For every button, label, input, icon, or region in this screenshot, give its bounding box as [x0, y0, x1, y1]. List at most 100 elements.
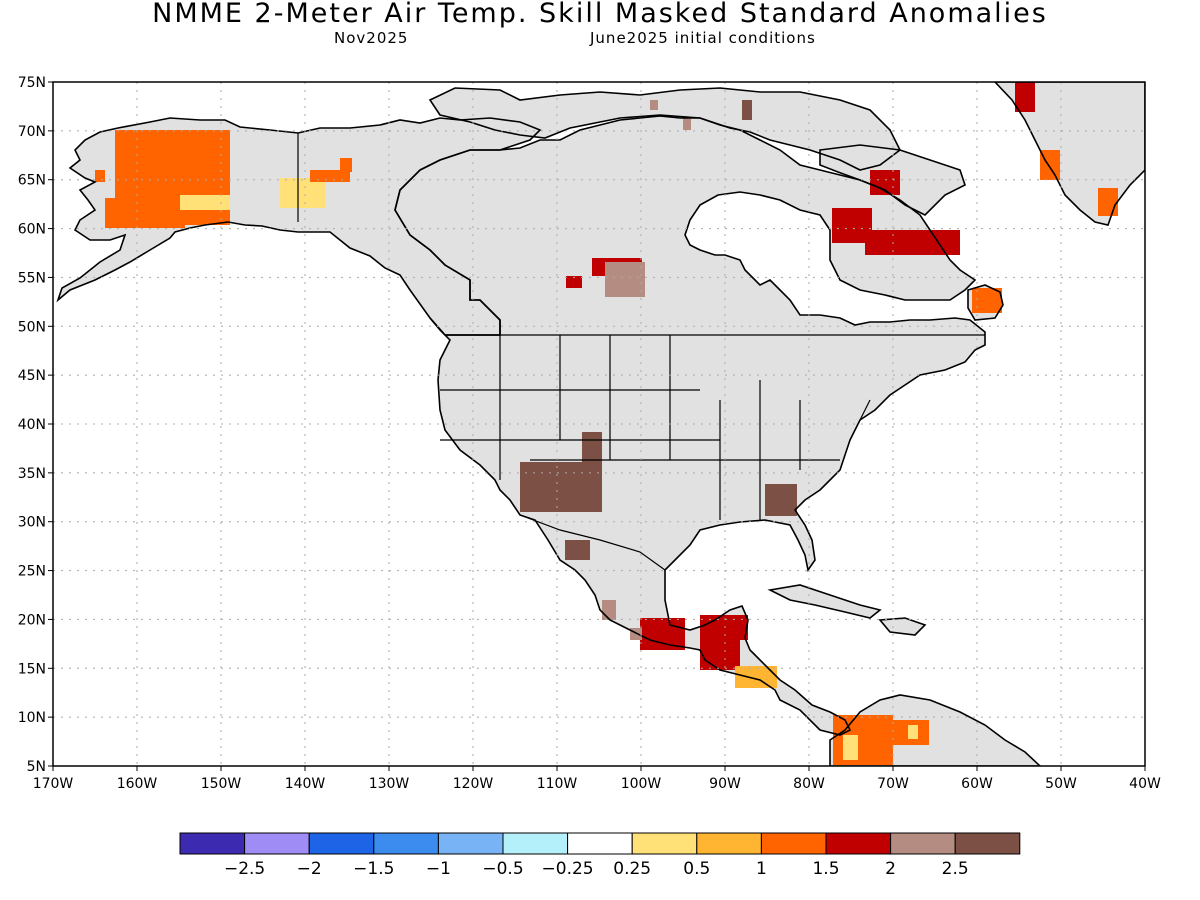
colorbar-swatch	[179, 832, 246, 855]
colorbar-swatch	[502, 832, 569, 855]
lon-tick-label: 170W	[33, 776, 74, 792]
lat-tick-label: 70N	[18, 124, 46, 140]
colorbar-label: −1.5	[353, 859, 394, 879]
lat-tick-label: 15N	[18, 661, 46, 677]
colorbar-label: 1	[756, 859, 767, 879]
lat-tick-label: 20N	[18, 612, 46, 628]
colorbar-label: 2	[885, 859, 896, 879]
anomaly-cell	[683, 118, 691, 130]
lon-tick-label: 150W	[201, 776, 242, 792]
anomaly-cell	[765, 484, 797, 516]
anomaly-cell	[310, 170, 350, 182]
colorbar-label: −0.25	[542, 859, 594, 879]
anomaly-cell	[640, 618, 685, 650]
colorbar-swatch	[954, 832, 1021, 855]
coastline	[56, 117, 542, 336]
colorbar-swatch	[825, 832, 892, 855]
lat-tick-label: 30N	[18, 515, 46, 531]
colorbar-swatch	[696, 832, 762, 855]
coastline	[878, 617, 927, 636]
anomaly-cell	[833, 715, 893, 765]
map-body	[53, 82, 1145, 766]
north-america-land	[395, 116, 985, 735]
map-title: NMME 2-Meter Air Temp. Skill Masked Stan…	[152, 0, 1048, 29]
lon-tick-label: 130W	[369, 776, 410, 792]
colorbar-label: 0.5	[683, 859, 710, 879]
lat-tick-label: 55N	[18, 270, 46, 286]
anomaly-cell	[1015, 82, 1035, 112]
anomaly-cell	[565, 540, 590, 560]
lat-tick-label: 25N	[18, 564, 46, 580]
anomaly-cell	[908, 725, 918, 739]
lat-tick-label: 40N	[18, 417, 46, 433]
cuba-land	[770, 585, 880, 618]
lat-tick-label: 10N	[18, 710, 46, 726]
anomaly-cell	[735, 666, 777, 688]
coastline	[428, 87, 902, 171]
lon-tick-label: 50W	[1045, 776, 1077, 792]
colorbar-swatch	[890, 832, 956, 855]
political-border	[849, 399, 871, 441]
anomaly-cell	[95, 170, 105, 182]
coastline	[993, 82, 1145, 226]
lon-tick-label: 120W	[453, 776, 494, 792]
anomaly-cell	[1098, 188, 1118, 216]
colorbar-swatch	[244, 832, 310, 855]
lon-tick-label: 40W	[1129, 776, 1161, 792]
political-border	[519, 514, 666, 571]
lat-tick-label: 35N	[18, 466, 46, 482]
colorbar-swatch	[373, 832, 439, 855]
anomaly-cell	[728, 615, 748, 640]
anomaly-cell	[865, 230, 960, 255]
colorbar-label: −0.5	[482, 859, 523, 879]
anomaly-cell	[180, 195, 230, 210]
anomaly-cell	[650, 100, 658, 110]
anomaly-cell	[280, 178, 325, 208]
lat-tick-label: 75N	[18, 75, 46, 91]
arctic-islands-land	[430, 88, 900, 170]
anomaly-cell	[630, 628, 642, 640]
lon-tick-label: 80W	[793, 776, 825, 792]
initial-conditions-label: June2025 initial conditions	[590, 29, 816, 47]
colorbar-label: 1.5	[812, 859, 839, 879]
coastline	[829, 694, 1042, 766]
colorbar-swatch	[567, 832, 633, 855]
lon-tick-label: 100W	[621, 776, 662, 792]
coastline	[767, 584, 882, 619]
colorbar: −2.5 −2 −1.5 −1 −0.5 −0.25 0.25 0.5 1 1.5 2 2.5	[179, 832, 1021, 879]
coastline	[394, 115, 986, 736]
anomaly-cell	[602, 600, 616, 620]
anomaly-cell	[520, 462, 602, 512]
coastline	[819, 144, 966, 216]
lat-tick-label: 5N	[27, 759, 46, 775]
lat-tick-label: 50N	[18, 319, 46, 335]
anomaly-cell	[843, 735, 858, 760]
anomaly-cell	[972, 288, 1002, 313]
lon-tick-label: 70W	[877, 776, 909, 792]
colorbar-swatch	[760, 832, 827, 855]
anomaly-cell	[105, 198, 185, 228]
lat-tick-label: 45N	[18, 368, 46, 384]
anomaly-cell	[340, 158, 352, 172]
graticule	[53, 82, 1145, 766]
lon-tick-label: 110W	[537, 776, 578, 792]
lat-tick-label: 60N	[18, 222, 46, 238]
lon-tick-label: 90W	[709, 776, 741, 792]
anomaly-cell	[1040, 150, 1060, 180]
lon-tick-label: 140W	[285, 776, 326, 792]
colorbar-label: 2.5	[942, 859, 969, 879]
lon-tick-label: 160W	[117, 776, 158, 792]
colorbar-label: −2	[297, 859, 322, 879]
colorbar-label: 0.25	[613, 859, 651, 879]
lon-tick-label: 60W	[961, 776, 993, 792]
valid-month-label: Nov2025	[334, 29, 409, 47]
anomaly-cell	[582, 432, 602, 462]
colorbar-swatch	[631, 832, 698, 855]
anomaly-cell	[566, 276, 582, 288]
coastlines-and-borders	[56, 82, 1145, 766]
anomaly-cell	[742, 100, 752, 120]
lat-tick-label: 65N	[18, 173, 46, 189]
coastline	[967, 284, 1004, 321]
colorbar-swatch	[308, 832, 375, 855]
